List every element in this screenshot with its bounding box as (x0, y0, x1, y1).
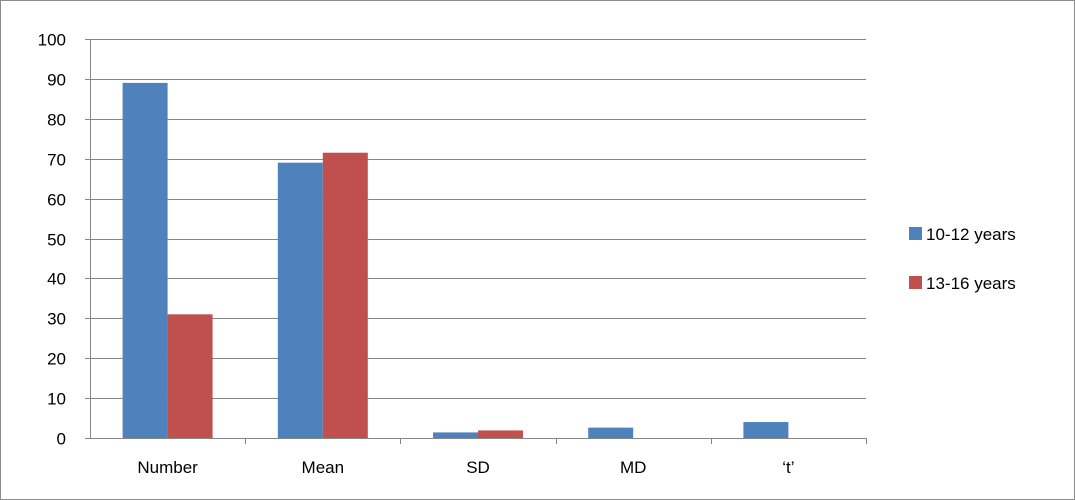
x-tick-label: SD (466, 458, 490, 477)
bar-13-16-years-2 (478, 430, 523, 438)
y-tick-label: 30 (47, 310, 66, 329)
x-tick-label: MD (620, 458, 646, 477)
bar-10-12-years-1 (277, 162, 323, 438)
bar-13-16-years-1 (322, 152, 368, 438)
y-tick-label: 60 (47, 191, 66, 210)
y-tick-label: 10 (47, 390, 66, 409)
y-tick-label: 80 (47, 111, 66, 130)
gridlines (90, 39, 866, 399)
y-tick-label: 100 (38, 31, 66, 50)
y-tick-label: 20 (47, 350, 66, 369)
legend-label: 13-16 years (926, 274, 1016, 293)
x-tick-label: Number (137, 458, 198, 477)
y-tick-label: 90 (47, 71, 66, 90)
bar-10-12-years-2 (433, 432, 478, 438)
legend: 10-12 years 13-16 years (909, 225, 1016, 293)
y-tick-label: 40 (47, 270, 66, 289)
axes: 0 10 20 30 40 50 60 70 80 90 100 Number Mean SD MD ‘t’ (38, 31, 867, 477)
bar-10-12-years-4 (743, 422, 789, 438)
y-tick-label: 50 (47, 231, 66, 250)
legend-swatch (909, 227, 922, 240)
y-tick-label: 70 (47, 151, 66, 170)
legend-swatch (909, 276, 922, 289)
bar-10-12-years-3 (588, 427, 634, 438)
x-tick-label: ‘t’ (782, 458, 794, 477)
bar-13-16-years-0 (167, 314, 213, 438)
bars (122, 82, 789, 438)
y-tick-label: 0 (57, 430, 66, 449)
x-tick-label: Mean (302, 458, 345, 477)
legend-label: 10-12 years (926, 225, 1016, 244)
bar-10-12-years-0 (122, 82, 168, 438)
